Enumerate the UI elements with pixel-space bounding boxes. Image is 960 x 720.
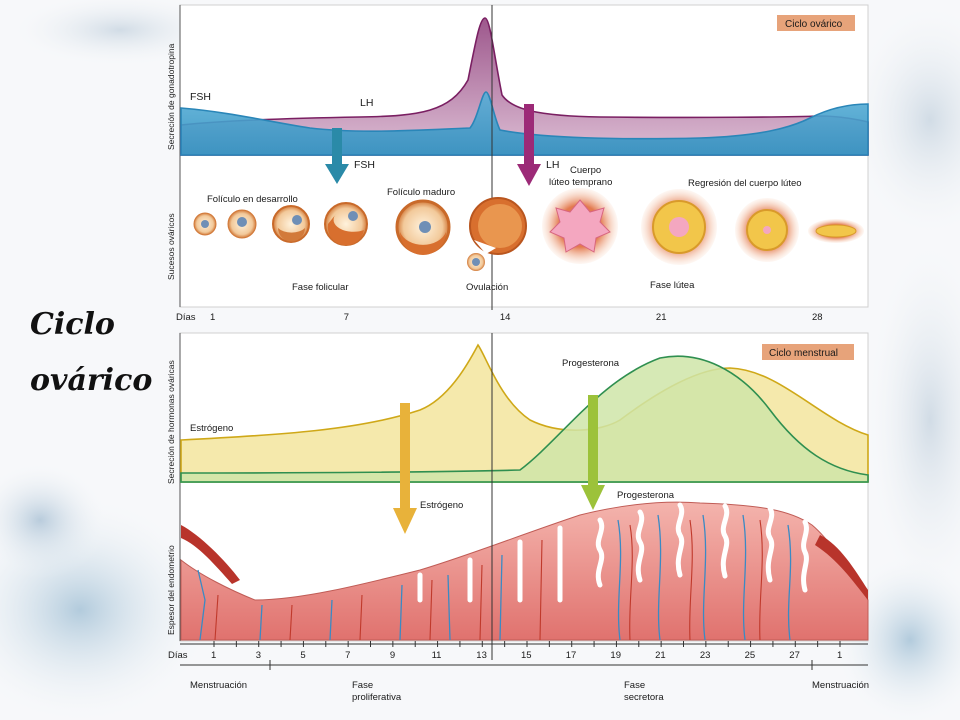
follicle-4: [324, 202, 368, 246]
mature-follicle-label: Folículo maduro: [387, 187, 455, 198]
top-y-axis-upper: Secreción de gonadotropina: [166, 43, 176, 150]
secretory-label-l2: secretora: [624, 692, 664, 703]
bottom-day-tick-0: 1: [211, 650, 216, 661]
ovulating-follicle: [467, 197, 527, 271]
proliferative-label-l1: Fase: [352, 680, 373, 691]
top-day-tick-28: 28: [812, 312, 823, 323]
menstruation1-label: Menstruación: [190, 680, 247, 691]
bottom-day-tick-11: 23: [700, 650, 711, 661]
bottom-day-tick-3: 7: [345, 650, 350, 661]
bottom-y-axis-lower: Espesor del endometrio: [166, 545, 176, 635]
side-title-line1: Ciclo: [30, 307, 115, 342]
follicle-3: [272, 205, 310, 243]
endometrium: [180, 501, 869, 641]
top-y-axis-lower: Sucesos ováricos: [166, 213, 176, 280]
progesterone-down-arrow: [581, 395, 605, 510]
top-days-label: Días: [176, 312, 196, 323]
follicle-1: [193, 212, 217, 236]
top-day-tick-7: 7: [344, 312, 349, 323]
menstrual-cycle-badge: [762, 344, 854, 360]
progesterone-curve: [180, 355, 869, 483]
ovarian-cycle-badge: [777, 15, 855, 31]
endometrial-vessels: [197, 514, 792, 641]
side-title-line2: ovárico: [30, 363, 153, 398]
endometrial-glands: [417, 502, 809, 603]
estrogen-label: Estrógeno: [190, 423, 233, 434]
estrogen-arrow-label: Estrógeno: [420, 500, 463, 511]
top-day-tick-1: 1: [210, 312, 215, 323]
mature-follicle: [395, 199, 451, 255]
shedding-left: [181, 525, 240, 584]
bottom-day-tick-10: 21: [655, 650, 666, 661]
top-day-tick-14: 14: [500, 312, 511, 323]
bottom-day-tick-13: 27: [789, 650, 800, 661]
fsh-arrow-label: FSH: [354, 159, 375, 171]
early-corpus-luteum: [542, 188, 618, 264]
regression-label: Regresión del cuerpo lúteo: [688, 178, 802, 189]
luteal-phase-label: Fase lútea: [650, 280, 695, 291]
bottom-days-ticks: 1 3 5 7 9 11 13 15 17 19 21 23 25 27 1: [211, 641, 842, 661]
bottom-days-label: Días: [168, 650, 188, 661]
menstrual-cycle-badge-text: Ciclo menstrual: [769, 348, 838, 359]
proliferative-label-l2: proliferativa: [352, 692, 402, 703]
lh-top-label: LH: [360, 97, 373, 109]
secretory-label-l1: Fase: [624, 680, 645, 691]
progesterone-label: Progesterona: [562, 358, 620, 369]
fsh-top-label: FSH: [190, 91, 211, 103]
follicular-phase-label: Fase folicular: [292, 282, 349, 293]
developing-follicle-label: Folículo en desarrollo: [207, 194, 298, 205]
menstruation2-label: Menstruación: [812, 680, 869, 691]
top-panel: FSH LH FSH LH Ciclo ovárico Secreción de…: [166, 4, 869, 323]
bottom-day-tick-1: 3: [256, 650, 261, 661]
corpus-luteum: [641, 189, 717, 265]
bottom-day-tick-9: 19: [610, 650, 621, 661]
lh-arrow-label: LH: [546, 159, 559, 171]
bottom-day-tick-4: 9: [390, 650, 395, 661]
estrogen-down-arrow: [393, 403, 417, 534]
corpus-albicans: [808, 219, 864, 243]
ovulation-label: Ovulación: [466, 282, 508, 293]
early-corpus-label-l1: Cuerpo: [570, 165, 601, 176]
bottom-panel: Ciclo menstrual Secreción de hormonas ov…: [166, 332, 869, 703]
endometrial-arteries: [214, 519, 763, 641]
progesterone-arrow-label: Progesterona: [617, 490, 675, 501]
bottom-day-tick-6: 13: [476, 650, 487, 661]
bottom-day-tick-8: 17: [566, 650, 577, 661]
lh-curve: [180, 17, 869, 156]
bottom-day-tick-2: 5: [300, 650, 305, 661]
bottom-day-tick-5: 11: [432, 650, 442, 661]
top-day-tick-21: 21: [656, 312, 667, 323]
lh-down-arrow: [517, 104, 541, 186]
fsh-down-arrow: [325, 128, 349, 184]
bottom-day-tick-14: 1: [837, 650, 842, 661]
ovarian-cycle-badge-text: Ciclo ovárico: [785, 19, 843, 30]
top-days-ticks: 1 7 14 21 28: [210, 312, 823, 323]
bottom-day-tick-7: 15: [521, 650, 532, 661]
regressing-corpus-luteum: [735, 198, 799, 262]
early-corpus-label-l2: lúteo temprano: [549, 177, 612, 188]
fsh-curve: [180, 91, 869, 156]
follicle-2: [227, 209, 257, 239]
shedding-right: [815, 535, 868, 600]
bottom-y-axis-upper: Secreción de hormonas ováricas: [166, 360, 176, 484]
bottom-day-tick-12: 25: [745, 650, 756, 661]
